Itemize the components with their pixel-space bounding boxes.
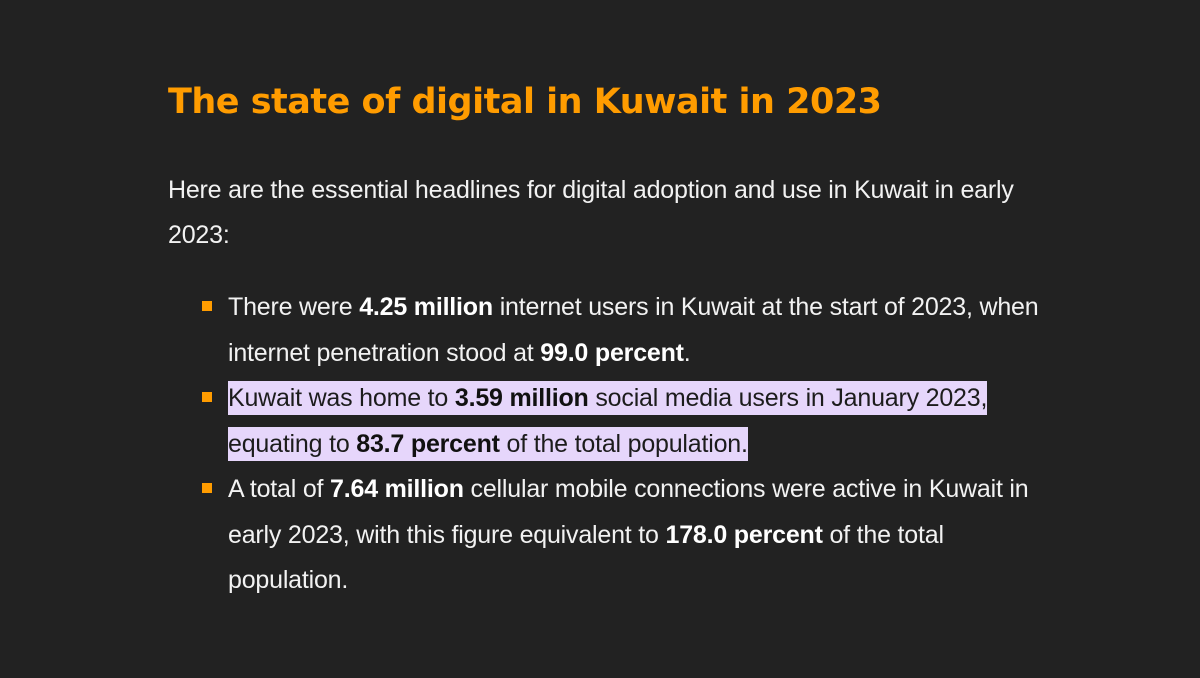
selected-text-highlight[interactable]: Kuwait was home to 3.59 million social m… bbox=[228, 381, 987, 461]
headline-list: There were 4.25 million internet users i… bbox=[168, 285, 1068, 604]
item-text: cellular mobile connections were active … bbox=[228, 475, 1029, 549]
item-text: of the total population. bbox=[228, 520, 944, 595]
item-text: social media users in January 2023, equa… bbox=[228, 384, 988, 458]
article-section: The state of digital in Kuwait in 2023 H… bbox=[168, 78, 1068, 604]
square-bullet-icon bbox=[202, 392, 212, 402]
item-stat-mobile-connections: 7.64 million bbox=[330, 475, 464, 503]
intro-paragraph: Here are the essential headlines for dig… bbox=[168, 176, 1014, 249]
item-text: Kuwait was home to bbox=[228, 384, 455, 412]
item-stat-social-media-percent: 83.7 percent bbox=[356, 429, 500, 458]
list-item-social-media-users[interactable]: Kuwait was home to 3.59 million social m… bbox=[168, 376, 1068, 467]
item-text: A total of bbox=[228, 475, 331, 503]
square-bullet-icon bbox=[202, 301, 212, 311]
item-text: internet users in Kuwait at the start of… bbox=[228, 293, 1039, 367]
square-bullet-icon bbox=[202, 483, 212, 493]
item-text: . bbox=[683, 338, 691, 367]
item-stat-social-media-users: 3.59 million bbox=[454, 384, 589, 412]
item-text: There were bbox=[228, 293, 360, 321]
item-stat-internet-penetration: 99.0 percent bbox=[540, 338, 684, 367]
section-title: The state of digital in Kuwait in 2023 bbox=[168, 82, 882, 122]
item-text: of the total population. bbox=[499, 429, 748, 458]
item-stat-internet-users: 4.25 million bbox=[359, 293, 493, 321]
item-stat-mobile-percent: 178.0 percent bbox=[665, 520, 823, 549]
list-item-mobile-connections: A total of 7.64 million cellular mobile … bbox=[168, 467, 1068, 604]
list-item-internet-users: There were 4.25 million internet users i… bbox=[168, 285, 1068, 376]
